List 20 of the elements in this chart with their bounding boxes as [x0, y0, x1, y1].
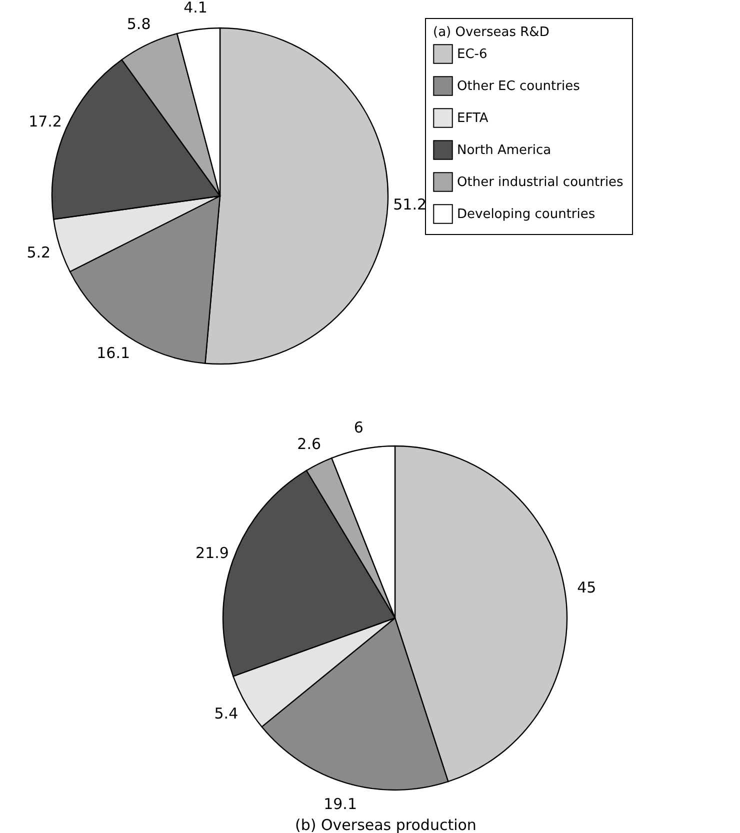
text: (b) Overseas production	[295, 816, 476, 833]
legend-label: EC-6	[457, 47, 488, 62]
legend-label: Other EC countries	[457, 79, 580, 94]
legend-label: North America	[457, 143, 552, 158]
data-label: 6	[354, 418, 364, 436]
data-label: 4.1	[184, 0, 208, 17]
data-label: 51.2	[393, 195, 427, 214]
data-label: 19.1	[324, 795, 357, 814]
data-label: 2.6	[297, 435, 322, 454]
data-label: 5.8	[126, 15, 151, 34]
data-label: 16.1	[96, 344, 130, 362]
legend-label: Developing countries	[457, 207, 596, 222]
legend-label: EFTA	[457, 111, 488, 126]
data-label: 45	[577, 578, 596, 597]
legend-label: Other industrial countries	[457, 175, 624, 190]
data-label: 5.2	[26, 244, 51, 262]
data-label: 21.9	[196, 544, 229, 562]
data-label: 5.4	[214, 704, 238, 723]
legend-title: (a) Overseas R&D	[433, 25, 550, 40]
data-label: 17.2	[28, 112, 62, 130]
